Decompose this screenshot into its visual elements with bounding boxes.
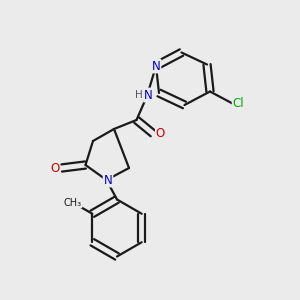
Text: O: O <box>50 161 59 175</box>
Text: N: N <box>152 59 160 73</box>
Text: H: H <box>135 90 142 100</box>
Text: N: N <box>103 173 112 187</box>
Text: Cl: Cl <box>233 97 244 110</box>
Text: CH₃: CH₃ <box>63 197 82 208</box>
Text: O: O <box>156 127 165 140</box>
Text: N: N <box>144 88 153 102</box>
